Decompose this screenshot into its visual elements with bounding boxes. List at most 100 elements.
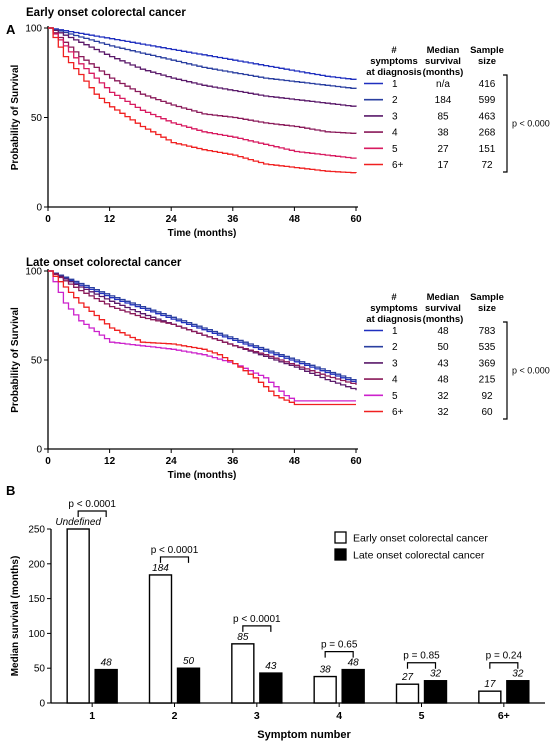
p-value-label: p < 0.0001 — [512, 119, 550, 129]
survival-curve-5 — [48, 27, 357, 159]
p-value-label: p < 0.0001 — [233, 614, 281, 625]
x-tick-label: 12 — [104, 456, 116, 467]
median-survival-value: 48 — [437, 326, 449, 337]
y-tick-label: 0 — [36, 203, 42, 214]
p-value-label: p = 0.24 — [486, 651, 523, 662]
legend-label: 1 — [392, 79, 398, 90]
table-header-2: Median survival (months) — [423, 45, 464, 78]
sample-size-value: 92 — [481, 391, 493, 402]
legend-label: 4 — [392, 128, 398, 139]
y-tick-label: 0 — [36, 445, 42, 456]
bar-value-label: 48 — [348, 658, 360, 669]
panel-b-label: B — [6, 483, 15, 498]
survival-curve-6+ — [48, 27, 357, 174]
y-axis-label: Probability of Survival — [10, 307, 21, 413]
significance-bracket — [406, 662, 437, 669]
bar-value-label: 32 — [430, 669, 442, 680]
table-header-2: Median survival (months) — [423, 292, 464, 325]
y-tick-label: 50 — [31, 356, 43, 367]
table-header-1: # symptoms at diagnosis — [366, 292, 421, 325]
sample-size-value: 463 — [479, 111, 496, 122]
x-tick-label: 3 — [254, 710, 260, 722]
sample-size-value: 783 — [479, 326, 496, 337]
chart-title: Late onset colorectal cancer — [26, 257, 182, 269]
survival-curve-1 — [48, 27, 357, 80]
median-survival-value: 43 — [437, 358, 449, 369]
sample-size-value: 369 — [479, 358, 496, 369]
bar-value-label: 27 — [401, 672, 414, 683]
legend-label: 5 — [392, 391, 398, 402]
p-value-label: p < 0.0001 — [151, 545, 199, 556]
y-tick-label: 50 — [31, 113, 43, 124]
x-axis-label: Symptom number — [257, 729, 351, 741]
x-tick-label: 1 — [89, 710, 95, 722]
y-tick-label: 150 — [28, 594, 45, 605]
y-tick-label: 50 — [34, 664, 46, 675]
chart-title: Early onset colorectal cancer — [26, 7, 186, 19]
legend-label: 1 — [392, 326, 398, 337]
survival-curve-4 — [48, 27, 357, 134]
x-tick-label: 60 — [350, 214, 362, 225]
x-tick-label: 36 — [227, 456, 239, 467]
legend-label: 6+ — [392, 407, 404, 418]
table-header-1: # symptoms at diagnosis — [366, 45, 421, 78]
bar-value-label: 32 — [512, 669, 524, 680]
bar-value-label: 48 — [101, 658, 113, 669]
p-value-label: p < 0.0001 — [512, 366, 550, 376]
survival-curve-6+ — [48, 270, 356, 406]
bar-early-6+ — [478, 690, 502, 704]
sample-size-value: 60 — [481, 407, 493, 418]
survival-curve-3 — [48, 27, 357, 107]
y-tick-label: 200 — [28, 559, 45, 570]
x-tick-label: 0 — [45, 214, 51, 225]
p-value-bracket — [503, 321, 508, 420]
median-survival-value: n/a — [436, 79, 450, 90]
sample-size-value: 151 — [479, 144, 496, 155]
legend-swatch-early — [334, 531, 347, 544]
bar-value-label: 17 — [484, 679, 496, 690]
bar-early-1 — [66, 528, 90, 704]
y-axis-label: Probability of Survival — [10, 64, 21, 170]
bar-early-2 — [148, 574, 173, 704]
legend-label: Late onset colorectal cancer — [353, 550, 485, 562]
median-survival-value: 32 — [437, 407, 449, 418]
y-tick-label: 100 — [28, 629, 45, 640]
x-axis-label: Time (months) — [168, 228, 237, 239]
legend-label: 6+ — [392, 160, 404, 171]
legend-label: 3 — [392, 358, 398, 369]
y-tick-label: 100 — [25, 24, 42, 35]
x-tick-label: 48 — [289, 456, 301, 467]
p-value-bracket — [503, 74, 508, 173]
bar-value-label: 38 — [320, 665, 332, 676]
y-tick-label: 250 — [28, 525, 45, 536]
x-tick-label: 5 — [419, 710, 425, 722]
p-value-label: p = 0.65 — [321, 640, 358, 651]
legend-label: 3 — [392, 111, 398, 122]
x-tick-label: 4 — [336, 710, 342, 722]
panel-a-label: A — [6, 22, 16, 37]
survival-curve-2 — [48, 27, 357, 89]
x-axis-label: Time (months) — [168, 470, 237, 481]
survival-curve-2 — [48, 270, 357, 382]
sample-size-value: 535 — [479, 342, 496, 353]
bar-late-1 — [94, 668, 118, 704]
x-tick-label: 12 — [104, 214, 116, 225]
survival-curve-5 — [48, 270, 356, 402]
sample-size-value: 416 — [479, 79, 496, 90]
sample-size-value: 599 — [479, 95, 496, 106]
significance-bracket — [242, 625, 272, 632]
p-value-label: p = 0.85 — [403, 651, 440, 662]
bar-late-3 — [259, 672, 283, 704]
median-survival-value: 85 — [437, 111, 449, 122]
sample-size-value: 215 — [479, 375, 496, 386]
y-tick-label: 100 — [25, 267, 42, 278]
sample-size-value: 72 — [481, 160, 493, 171]
bar-value-label: 85 — [237, 632, 249, 643]
significance-bracket — [77, 510, 107, 517]
significance-bracket — [324, 650, 354, 658]
x-tick-label: 0 — [45, 456, 51, 467]
median-survival-value: 27 — [437, 144, 449, 155]
legend-swatch-late — [334, 548, 347, 561]
